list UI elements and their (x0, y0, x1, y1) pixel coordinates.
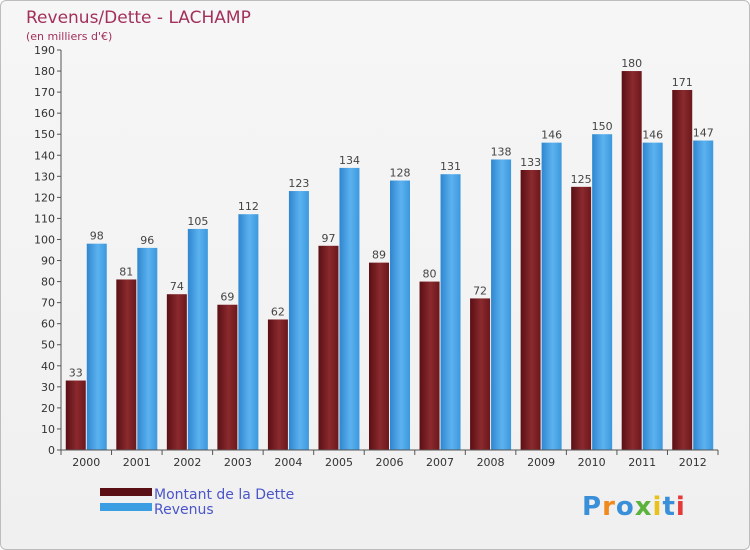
bar-revenus-2011 (642, 142, 663, 450)
x-tick-label-2012: 2012 (679, 456, 707, 469)
value-label-revenus-2006: 128 (390, 167, 411, 180)
y-tick-label: 190 (34, 44, 55, 57)
x-tick-label-2005: 2005 (325, 456, 353, 469)
x-tick-label-2009: 2009 (527, 456, 555, 469)
value-label-debt-2003: 69 (220, 291, 234, 304)
legend-label-debt: Montant de la Dette (154, 487, 294, 503)
bar-revenus-2007 (440, 174, 461, 451)
proxiti-logo: Proxiti (582, 492, 686, 522)
value-label-debt-2006: 89 (372, 249, 386, 262)
legend: Montant de la Dette Revenus (100, 487, 294, 518)
value-label-debt-2011: 180 (621, 57, 642, 70)
value-label-revenus-2001: 96 (140, 234, 154, 247)
x-tick-label-2007: 2007 (426, 456, 454, 469)
value-label-revenus-2010: 150 (592, 120, 613, 133)
bar-debt-2006 (369, 262, 389, 450)
value-label-revenus-2009: 146 (541, 129, 562, 142)
bar-debt-2005 (318, 245, 339, 450)
chart-subtitle: (en milliers d'€) (26, 30, 112, 43)
value-label-debt-2001: 81 (119, 265, 133, 278)
value-label-debt-2000: 33 (69, 367, 83, 380)
y-tick-label: 160 (34, 107, 55, 120)
bar-revenus-2000 (86, 243, 107, 450)
value-label-debt-2008: 72 (473, 284, 487, 297)
value-label-revenus-2012: 147 (693, 127, 714, 140)
chart-title: Revenus/Dette - LACHAMP (26, 8, 251, 28)
value-label-revenus-2004: 123 (288, 177, 309, 190)
x-tick-label-2008: 2008 (477, 456, 505, 469)
y-tick-label: 130 (34, 170, 55, 183)
y-tick-label: 150 (34, 128, 55, 141)
x-tick-label-2001: 2001 (123, 456, 151, 469)
value-label-debt-2012: 171 (672, 76, 693, 89)
x-tick-label-2003: 2003 (224, 456, 252, 469)
bar-debt-2003 (217, 304, 238, 450)
bar-debt-2010 (571, 186, 592, 450)
value-label-debt-2007: 80 (423, 268, 437, 281)
y-tick-label: 30 (41, 381, 55, 394)
y-tick-label: 120 (34, 191, 55, 204)
y-tick-label: 90 (41, 255, 55, 268)
bar-debt-2009 (520, 170, 541, 450)
bar-revenus-2009 (541, 142, 562, 450)
legend-label-revenus: Revenus (154, 502, 214, 518)
value-label-revenus-2002: 105 (187, 215, 208, 228)
bar-revenus-2006 (390, 180, 410, 451)
y-tick-label: 60 (41, 318, 55, 331)
bar-debt-2008 (470, 298, 491, 450)
bar-revenus-2003 (238, 214, 259, 450)
bar-debt-2000 (65, 380, 86, 450)
y-tick-label: 100 (34, 233, 55, 246)
y-tick-label: 40 (41, 360, 55, 373)
bar-revenus-2002 (187, 228, 208, 450)
y-tick-label: 110 (34, 212, 55, 225)
y-tick-label: 20 (41, 402, 55, 415)
bar-debt-2001 (116, 279, 137, 450)
bar-revenus-2010 (592, 134, 613, 451)
legend-swatch-revenus (100, 503, 152, 511)
y-tick-label: 170 (34, 86, 55, 99)
bars: 33 98 81 96 74 105 69 112 62 123 97 134 89 128 80 131 72… (65, 57, 714, 451)
value-label-revenus-2003: 112 (238, 200, 259, 213)
bar-revenus-2008 (491, 159, 512, 450)
value-label-revenus-2008: 138 (491, 145, 512, 158)
bar-debt-2011 (621, 71, 642, 450)
x-tick-label-2010: 2010 (578, 456, 606, 469)
y-tick-label: 0 (48, 444, 55, 457)
x-tick-label-2000: 2000 (72, 456, 100, 469)
bar-debt-2002 (166, 294, 187, 450)
y-tick-label: 50 (41, 339, 55, 352)
x-tick-label-2002: 2002 (173, 456, 201, 469)
value-label-debt-2002: 74 (170, 280, 184, 293)
value-label-debt-2004: 62 (271, 305, 285, 318)
y-tick-label: 10 (41, 423, 55, 436)
y-tick-label: 70 (41, 297, 55, 310)
value-label-revenus-2005: 134 (339, 154, 360, 167)
x-tick-label-2004: 2004 (274, 456, 302, 469)
y-tick-label: 140 (34, 149, 55, 162)
bar-revenus-2001 (137, 247, 158, 450)
x-axis: 2000 2001 2002 2003 2004 2005 2006 2007 2008 2009… (60, 449, 719, 469)
y-tick-label: 80 (41, 276, 55, 289)
bar-revenus-2012 (693, 140, 714, 451)
value-label-revenus-2000: 98 (90, 230, 104, 243)
value-label-debt-2009: 133 (520, 156, 541, 169)
x-tick-label-2011: 2011 (628, 456, 656, 469)
value-label-revenus-2007: 131 (440, 160, 461, 173)
value-label-debt-2005: 97 (321, 232, 335, 245)
y-tick-label: 180 (34, 65, 55, 78)
bar-debt-2012 (672, 90, 693, 450)
value-label-revenus-2011: 146 (642, 129, 663, 142)
bar-revenus-2004 (288, 191, 309, 451)
value-label-debt-2010: 125 (571, 173, 592, 186)
logo-text: Proxiti (582, 492, 686, 522)
bar-debt-2007 (419, 281, 440, 450)
bar-revenus-2005 (339, 167, 360, 451)
y-axis: 0 10 20 30 40 50 60 70 80 90 100 110 120 130 140 150 160… (34, 44, 62, 457)
bar-debt-2004 (267, 319, 288, 450)
legend-swatch-debt (100, 488, 152, 496)
x-tick-label-2006: 2006 (376, 456, 404, 469)
